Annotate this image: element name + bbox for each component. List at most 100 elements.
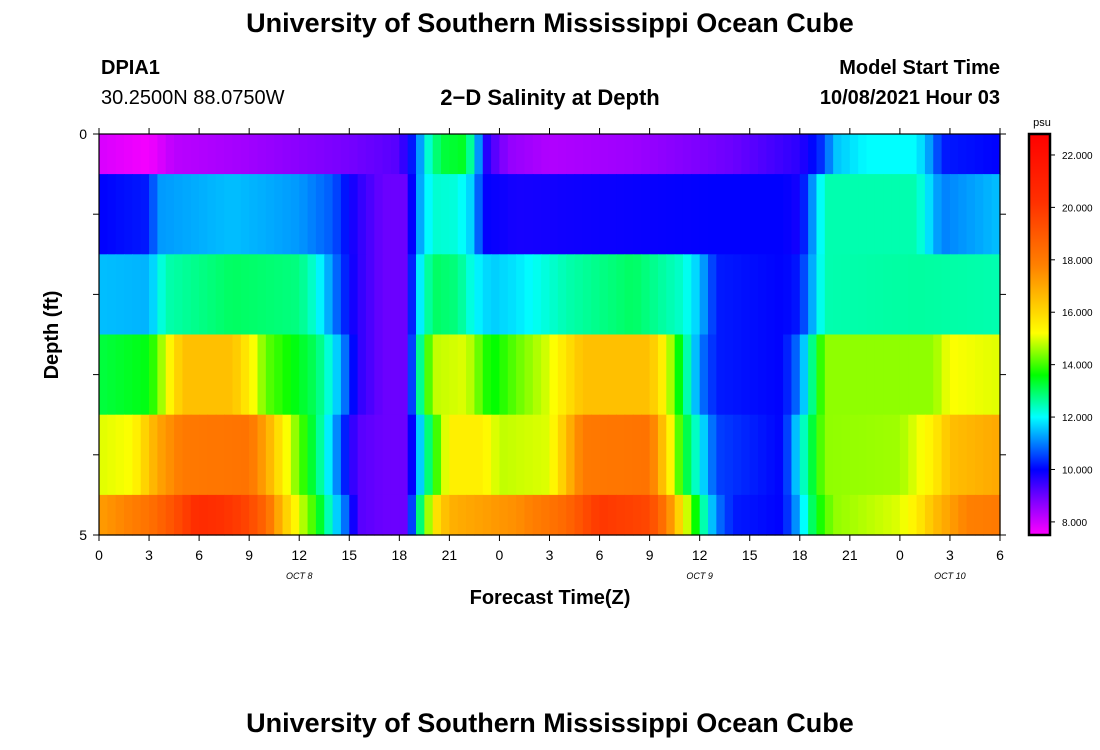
- heatmap-cell: [299, 334, 309, 416]
- heatmap-cell: [299, 494, 309, 536]
- heatmap-cell: [758, 414, 767, 496]
- heatmap-cell: [174, 134, 184, 175]
- heatmap-cell: [908, 254, 918, 336]
- heatmap-cell: [774, 494, 784, 536]
- heatmap-cell: [307, 334, 317, 416]
- heatmap-cell: [516, 494, 526, 536]
- heatmap-cell: [941, 134, 951, 175]
- heatmap-cell: [841, 174, 851, 255]
- heatmap-cell: [157, 494, 167, 536]
- heatmap-cell: [441, 334, 450, 416]
- heatmap-cell: [799, 174, 809, 255]
- heatmap-cell: [591, 494, 601, 536]
- heatmap-cell: [916, 134, 926, 175]
- colorbar-tick-label: 8.000: [1062, 518, 1087, 529]
- heatmap-cell: [699, 334, 709, 416]
- heatmap-cell: [357, 134, 367, 175]
- heatmap-cell: [524, 414, 534, 496]
- heatmap-cell: [99, 174, 108, 255]
- heatmap-cell: [124, 174, 133, 255]
- heatmap-cell: [140, 174, 150, 255]
- heatmap-cell: [424, 334, 434, 416]
- heatmap-cell: [307, 494, 317, 536]
- heatmap-cell: [991, 414, 1001, 496]
- heatmap-cell: [908, 174, 918, 255]
- heatmap-cell: [616, 134, 626, 175]
- heatmap-cell: [974, 334, 984, 416]
- heatmap-cell: [574, 134, 584, 175]
- heatmap-cell: [499, 494, 509, 536]
- heatmap-cell: [516, 334, 526, 416]
- heatmap-cell: [582, 254, 592, 336]
- heatmap-cell: [724, 414, 734, 496]
- heatmap-cell: [482, 134, 492, 175]
- heatmap-cell: [290, 174, 300, 255]
- heatmap-cell: [199, 414, 209, 496]
- heatmap-cell: [591, 334, 601, 416]
- heatmap-cell: [691, 174, 701, 255]
- heatmap-cell: [399, 134, 409, 175]
- heatmap-cell: [557, 254, 567, 336]
- heatmap-cell: [766, 174, 776, 255]
- heatmap-cell: [733, 414, 742, 496]
- heatmap-cell: [966, 494, 976, 536]
- x-tick-label: 12: [291, 547, 307, 563]
- heatmap-cell: [332, 414, 342, 496]
- x-tick-label: 9: [245, 547, 253, 563]
- x-tick-label: 18: [392, 547, 408, 563]
- heatmap-cell: [649, 334, 659, 416]
- heatmap-cell: [591, 414, 601, 496]
- heatmap-cell: [99, 414, 108, 496]
- heatmap-cell: [674, 414, 684, 496]
- heatmap-cell: [632, 414, 642, 496]
- heatmap-cell: [808, 414, 818, 496]
- heatmap-cell: [699, 134, 709, 175]
- heatmap-cell: [866, 174, 876, 255]
- colorbar-tick-label: 20.000: [1062, 203, 1093, 214]
- heatmap-cell: [783, 494, 793, 536]
- heatmap-cell: [474, 254, 484, 336]
- heatmap-cell: [791, 334, 801, 416]
- heatmap-cell: [774, 174, 784, 255]
- heatmap-cell: [916, 174, 926, 255]
- heatmap-cell: [541, 174, 551, 255]
- heatmap-cell: [874, 494, 884, 536]
- x-tick-label: 0: [95, 547, 103, 563]
- heatmap-cell: [766, 414, 776, 496]
- heatmap-cell: [132, 414, 142, 496]
- heatmap-cell: [491, 174, 501, 255]
- colorbar-tick-label: 16.000: [1062, 308, 1093, 319]
- heatmap-cell: [716, 134, 726, 175]
- heatmap-cell: [833, 414, 843, 496]
- heatmap-cell: [224, 174, 234, 255]
- heatmap-cell: [866, 254, 876, 336]
- heatmap-cell: [332, 254, 342, 336]
- x-tick-label: 3: [546, 547, 554, 563]
- heatmap-cell: [891, 174, 901, 255]
- heatmap-cell: [716, 414, 726, 496]
- heatmap-cell: [708, 494, 717, 536]
- heatmap-cell: [265, 334, 275, 416]
- heatmap-cell: [541, 494, 551, 536]
- heatmap-cell: [858, 254, 868, 336]
- heatmap-cell: [774, 134, 784, 175]
- heatmap-cell: [507, 254, 517, 336]
- heatmap-cell: [332, 134, 342, 175]
- heatmap-cell: [274, 254, 284, 336]
- heatmap-cell: [958, 134, 968, 175]
- heatmap-cell: [449, 414, 459, 496]
- heatmap-cell: [441, 414, 450, 496]
- heatmap-cell: [824, 334, 834, 416]
- heatmap-cell: [624, 334, 634, 416]
- heatmap-cell: [941, 334, 951, 416]
- heatmap-cell: [649, 254, 659, 336]
- heatmap-cell: [324, 134, 334, 175]
- heatmap-cell: [307, 254, 317, 336]
- heatmap-cell: [549, 174, 559, 255]
- heatmap-cell: [165, 414, 175, 496]
- heatmap-cell: [733, 334, 742, 416]
- heatmap-cell: [774, 254, 784, 336]
- heatmap-cell: [474, 414, 484, 496]
- heatmap-cell: [224, 414, 234, 496]
- heatmap-cell: [107, 414, 117, 496]
